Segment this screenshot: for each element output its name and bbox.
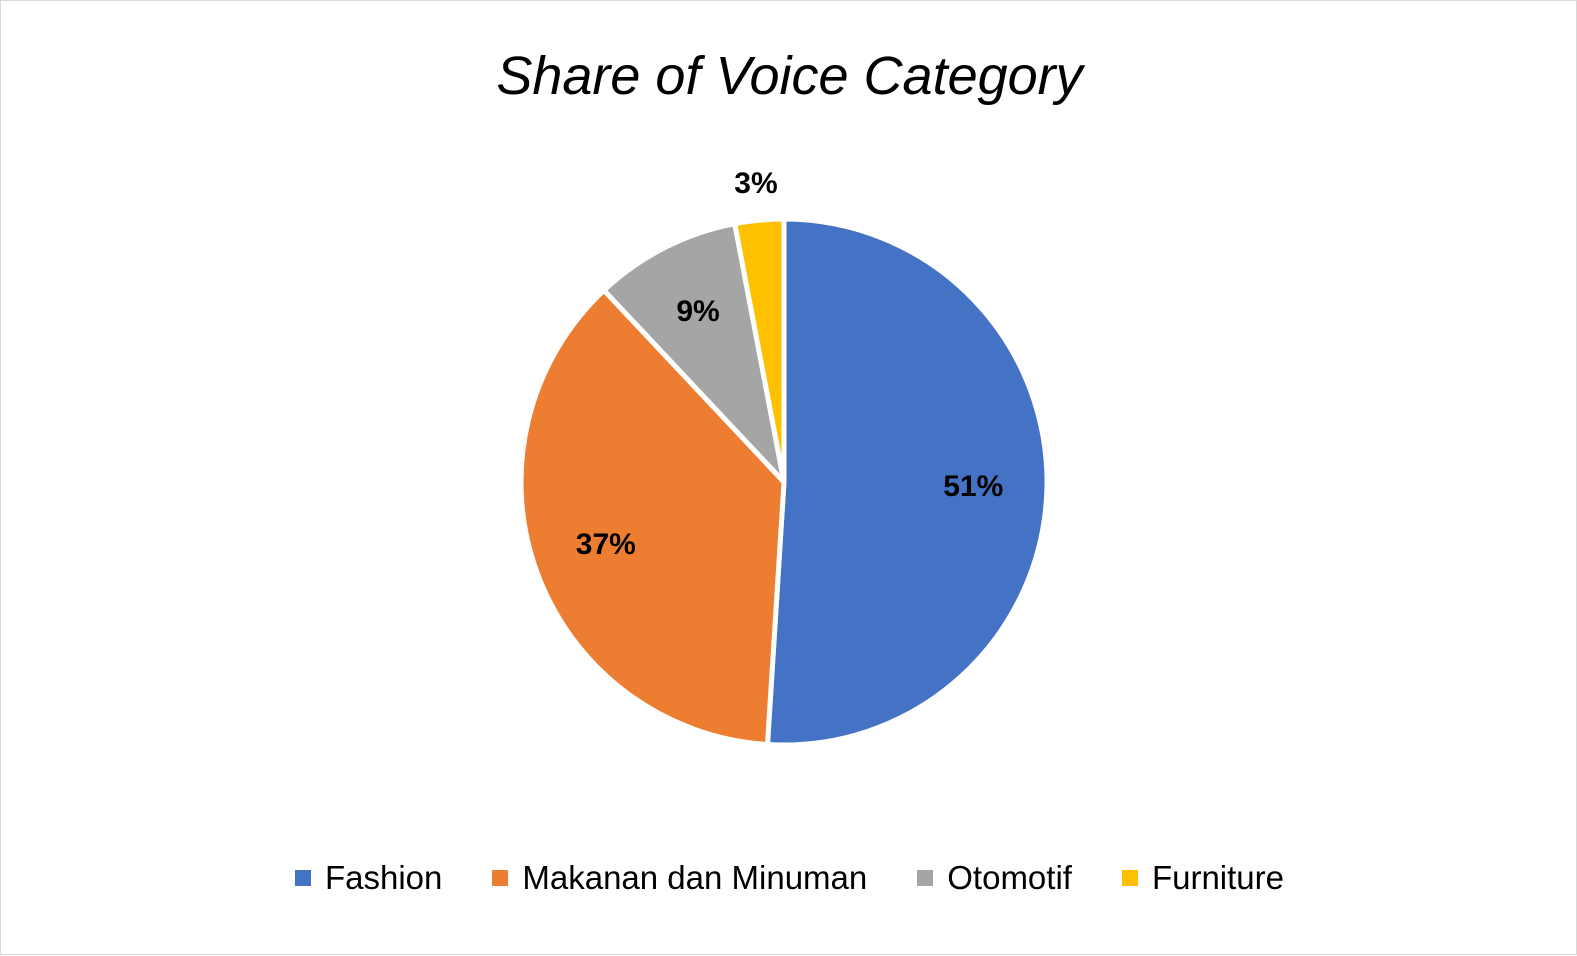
legend-item-fashion: Fashion — [294, 859, 443, 897]
legend-label-furniture: Furniture — [1151, 859, 1285, 896]
legend-label-fashion: Fashion — [324, 859, 443, 896]
legend-swatch-makanan-dan-minuman — [492, 870, 509, 886]
legend-swatch-fashion — [294, 870, 311, 886]
pie-slice-makanan-dan-minuman — [518, 287, 787, 747]
pie-slices — [518, 216, 1050, 748]
legend-swatch-otomotif — [917, 870, 934, 886]
data-label-makanan-dan-minuman: 37% — [576, 528, 636, 561]
pie-slice-furniture — [732, 216, 787, 485]
pie-slice-fashion — [764, 216, 1050, 748]
data-label-fashion: 51% — [943, 470, 1003, 503]
pie-data-labels: 51% 37% 9% 3% — [576, 167, 1003, 561]
legend-item-furniture: Furniture — [1121, 859, 1285, 897]
legend-label-otomotif: Otomotif — [947, 859, 1072, 896]
legend-item-makanan-dan-minuman: Makanan dan Minuman — [492, 859, 867, 897]
legend-item-otomotif: Otomotif — [917, 859, 1072, 897]
data-label-furniture: 3% — [734, 167, 777, 200]
data-label-otomotif: 9% — [676, 295, 719, 328]
legend-label-makanan-dan-minuman: Makanan dan Minuman — [522, 859, 868, 896]
pie-slice-otomotif — [601, 221, 787, 485]
legend: Fashion Makanan dan Minuman Otomotif Fur… — [1, 859, 1577, 897]
chart-title: Share of Voice Category — [496, 46, 1083, 106]
legend-swatch-furniture — [1121, 870, 1138, 886]
